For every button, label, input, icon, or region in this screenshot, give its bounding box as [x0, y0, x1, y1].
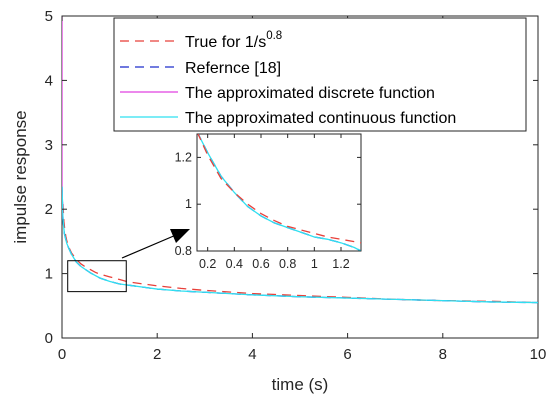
inset-series-group: [197, 134, 361, 251]
inset-ticks-group: 0.2 0.4 0.6 0.8 1 1.2 0.8 1 1.2: [175, 134, 361, 271]
legend-box: [113, 17, 527, 132]
inset-y-tick-label: 1.2: [175, 150, 192, 164]
inset-x-tick-label: 0.4: [226, 257, 243, 271]
legend: True for 1/s0.8 Refernce [18] The approx…: [113, 17, 527, 132]
inset-x-tick-label: 0.6: [252, 257, 269, 271]
y-tick-label: 2: [45, 201, 53, 218]
inset-plot-area: [196, 133, 362, 252]
zoom-arrow-head: [170, 229, 190, 243]
legend-label-continuous: The approximated continuous function: [185, 110, 456, 127]
inset-y-tick-label: 0.8: [175, 244, 192, 258]
legend-label-true-main: True for 1/s: [185, 34, 266, 51]
x-tick-label: 2: [153, 346, 161, 363]
legend-label-true-exponent: 0.8: [266, 30, 282, 42]
series-true-line: [62, 204, 538, 304]
zoom-arrow-line: [121, 234, 177, 259]
inset-series-continuous-line: [197, 134, 361, 251]
y-tick-label: 1: [45, 266, 53, 283]
inset-x-tick-label: 0.8: [279, 257, 296, 271]
inset-x-tick-label: 1: [311, 257, 318, 271]
inset-series-true-line: [197, 134, 361, 244]
y-tick-label: 3: [45, 137, 53, 154]
x-tick-label: 6: [343, 346, 351, 363]
y-tick-label: 4: [45, 72, 53, 89]
y-tick-label: 0: [45, 330, 53, 347]
legend-label-true: True for 1/s0.8: [185, 30, 282, 51]
zoom-region-box: [67, 260, 127, 293]
series-continuous-line: [62, 186, 538, 304]
y-axis-label: impulse response: [11, 110, 30, 243]
inset-x-tick-label: 1.2: [332, 257, 349, 271]
inset-y-tick-label: 1: [185, 197, 192, 211]
zoom-arrow: [121, 229, 190, 259]
main-ticks-group: 0 2 4 6 8 10 0 1 2 3 4 5: [45, 8, 547, 363]
x-tick-label: 8: [439, 346, 447, 363]
y-tick-label: 5: [45, 8, 53, 25]
inset-x-tick-label: 0.2: [199, 257, 216, 271]
legend-label-reference: Refernce [18]: [185, 60, 281, 77]
inset-axes: 0.2 0.4 0.6 0.8 1 1.2 0.8 1 1.2: [175, 133, 362, 271]
main-series-group: [62, 16, 538, 304]
x-tick-label: 10: [530, 346, 547, 363]
legend-label-discrete: The approximated discrete function: [185, 85, 435, 102]
x-tick-label: 4: [248, 346, 256, 363]
x-tick-label: 0: [58, 346, 66, 363]
x-axis-label: time (s): [272, 375, 329, 394]
